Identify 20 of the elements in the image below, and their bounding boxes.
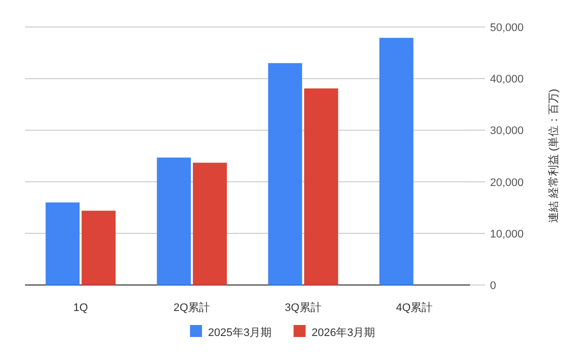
y-tick-label: 10,000	[490, 228, 524, 240]
bar	[379, 38, 414, 285]
y-tick-label: 50,000	[490, 22, 524, 34]
bar	[268, 63, 302, 285]
bar	[192, 162, 227, 285]
x-tick-label: 1Q	[73, 302, 88, 314]
x-tick-label: 3Q累計	[284, 301, 322, 314]
y-tick-label: 40,000	[490, 74, 524, 86]
x-tick-label: 2Q累計	[174, 301, 210, 314]
bar	[82, 210, 116, 285]
bar	[46, 202, 80, 285]
y-tick-label: 30,000	[490, 125, 524, 138]
bar	[304, 88, 338, 285]
legend-label: 2025年3月期	[208, 327, 272, 339]
y-tick-label: 0	[490, 280, 496, 292]
legend-label: 2026年3月期	[312, 327, 376, 339]
y-tick-label: 20,000	[490, 176, 524, 189]
x-tick-label: 4Q累計	[396, 301, 433, 314]
y-axis-title: 連結 経常利益 (単位：百万)	[547, 88, 560, 224]
bar	[156, 158, 191, 285]
